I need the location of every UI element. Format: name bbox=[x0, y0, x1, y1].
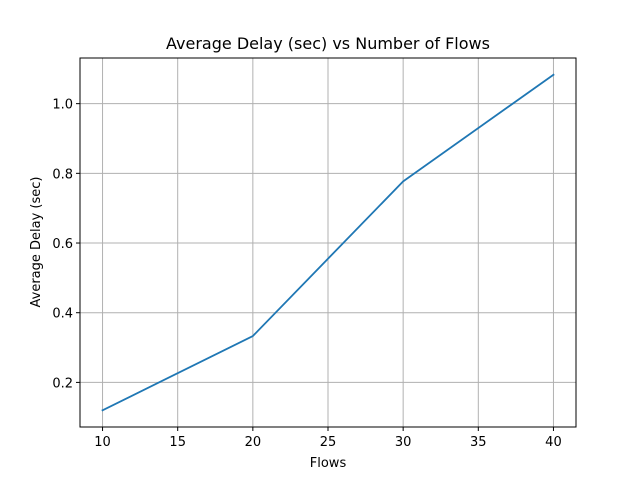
series-layer bbox=[101, 73, 555, 412]
y-tick-label: 0.8 bbox=[52, 167, 73, 182]
chart-title: Average Delay (sec) vs Number of Flows bbox=[166, 34, 490, 53]
x-tick-label: 25 bbox=[320, 435, 337, 450]
y-tick-label: 1.0 bbox=[52, 98, 73, 113]
x-tick-label: 40 bbox=[545, 435, 562, 450]
grid-lines bbox=[80, 58, 576, 427]
y-axis-label: Average Delay (sec) bbox=[29, 177, 44, 308]
x-axis-label: Flows bbox=[310, 456, 347, 471]
y-tick-label: 0.4 bbox=[52, 307, 73, 322]
y-tick-label: 0.2 bbox=[52, 376, 73, 391]
x-tick-label: 15 bbox=[169, 435, 186, 450]
x-tick-label: 35 bbox=[470, 435, 487, 450]
x-tick-label: 20 bbox=[245, 435, 262, 450]
series-line bbox=[101, 73, 555, 412]
y-tick-label: 0.6 bbox=[52, 237, 73, 252]
x-tick-label: 30 bbox=[395, 435, 412, 450]
ticks: 10 15 20 25 30 35 40 0.2 0.4 0.6 0.8 1.0 bbox=[52, 98, 561, 450]
x-tick-label: 10 bbox=[94, 435, 111, 450]
